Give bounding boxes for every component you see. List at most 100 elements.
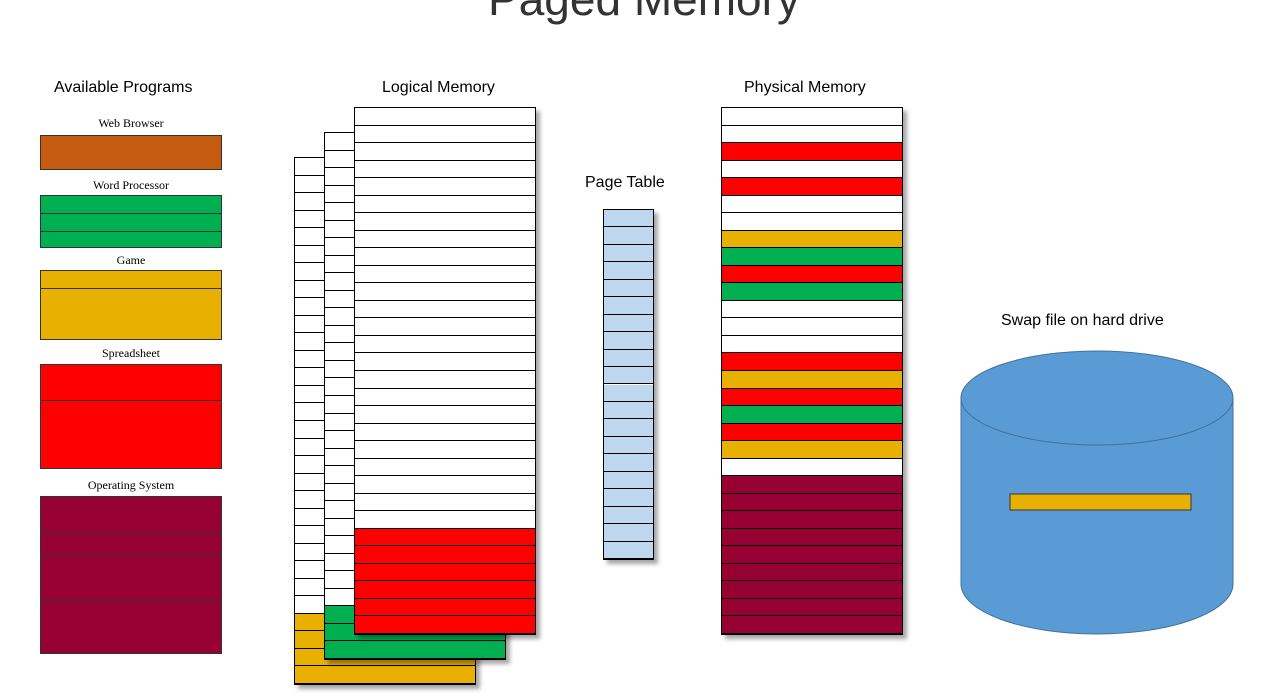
logical-page xyxy=(355,108,535,126)
page-table-entry xyxy=(604,210,653,228)
logical-page xyxy=(355,300,535,319)
logical-page xyxy=(355,406,535,424)
logical-page xyxy=(355,493,535,512)
page-table-entry xyxy=(604,314,653,333)
page-table-entry xyxy=(604,332,653,350)
physical-frame xyxy=(722,476,902,494)
program-page-divider xyxy=(41,213,221,214)
program-page-divider xyxy=(41,555,221,556)
physical-frame xyxy=(722,371,902,389)
logical-page xyxy=(355,178,535,196)
available-programs-heading: Available Programs xyxy=(54,79,193,96)
swap-file-heading: Swap file on hard drive xyxy=(1001,312,1164,329)
logical-page xyxy=(355,283,535,301)
logical-page xyxy=(355,160,535,179)
physical-frame xyxy=(722,125,902,144)
logical-memory-heading: Logical Memory xyxy=(382,79,495,96)
program-block-web-browser xyxy=(40,135,222,170)
program-block-word-processor xyxy=(40,195,222,248)
physical-frame xyxy=(722,230,902,249)
logical-page xyxy=(355,318,535,336)
logical-page xyxy=(355,581,535,599)
page-table-entry xyxy=(604,384,653,402)
program-page-divider xyxy=(41,231,221,232)
physical-frame xyxy=(722,493,902,512)
physical-frame xyxy=(722,406,902,424)
physical-frame xyxy=(722,318,902,336)
physical-frame xyxy=(722,213,902,231)
logical-page xyxy=(355,230,535,249)
logical-page xyxy=(355,195,535,214)
logical-page xyxy=(355,441,535,459)
logical-page xyxy=(355,616,535,634)
page-title: Paged Memory xyxy=(0,0,1288,26)
logical-page xyxy=(355,546,535,564)
logical-page xyxy=(355,563,535,582)
page-table-entry xyxy=(604,454,653,472)
program-page-divider xyxy=(41,532,221,533)
physical-frame xyxy=(722,423,902,442)
logical-page xyxy=(355,143,535,161)
logical-page xyxy=(355,335,535,354)
logical-page xyxy=(355,125,535,144)
program-label-game: Game xyxy=(116,253,146,267)
logical-page xyxy=(355,353,535,371)
physical-memory xyxy=(721,107,903,635)
physical-frame xyxy=(722,178,902,196)
page-table-entry xyxy=(604,349,653,368)
program-label-operating-system: Operating System xyxy=(87,478,175,492)
page-table-entry xyxy=(604,227,653,245)
physical-frame xyxy=(722,546,902,564)
swap-file-disk-icon xyxy=(960,350,1234,635)
physical-frame xyxy=(722,441,902,459)
logical-page xyxy=(355,213,535,231)
page-table-entry xyxy=(604,279,653,298)
physical-frame xyxy=(722,353,902,371)
program-label-web-browser: Web Browser xyxy=(98,116,164,130)
program-page-divider xyxy=(41,400,221,401)
physical-frame xyxy=(722,511,902,529)
page-table-heading: Page Table xyxy=(585,174,665,191)
program-label-word-processor: Word Processor xyxy=(92,178,170,192)
logical-page xyxy=(325,641,505,659)
logical-page xyxy=(355,598,535,617)
page-table-entry xyxy=(604,401,653,420)
page-table-entry xyxy=(604,506,653,525)
physical-frame xyxy=(722,195,902,214)
logical-page xyxy=(355,423,535,442)
logical-page xyxy=(295,666,475,684)
page-table-entry xyxy=(604,489,653,507)
physical-frame xyxy=(722,108,902,126)
logical-page xyxy=(355,511,535,529)
physical-frame xyxy=(722,616,902,634)
page-table-entry xyxy=(604,419,653,437)
swapped-page xyxy=(1009,493,1192,511)
program-label-spreadsheet: Spreadsheet xyxy=(102,346,160,360)
logical-page xyxy=(355,265,535,284)
page-table-entry xyxy=(604,297,653,315)
page-table-entry xyxy=(604,244,653,263)
program-block-operating-system xyxy=(40,496,222,654)
physical-frame xyxy=(722,598,902,617)
logical-page xyxy=(355,248,535,266)
physical-frame xyxy=(722,143,902,161)
page-table-entry xyxy=(604,436,653,455)
logical-memory-spreadsheet xyxy=(354,107,536,635)
logical-page xyxy=(355,476,535,494)
physical-frame xyxy=(722,300,902,319)
physical-frame xyxy=(722,160,902,179)
physical-frame xyxy=(722,388,902,407)
logical-page xyxy=(355,371,535,389)
logical-page xyxy=(355,528,535,547)
program-page-divider xyxy=(41,601,221,602)
page-table-entry xyxy=(604,524,653,542)
logical-page xyxy=(355,458,535,477)
page-table-entry xyxy=(604,541,653,559)
program-block-game xyxy=(40,270,222,340)
physical-memory-heading: Physical Memory xyxy=(744,79,866,96)
page-table-entry xyxy=(604,262,653,280)
physical-frame xyxy=(722,563,902,582)
page-table-entry xyxy=(604,471,653,490)
physical-frame xyxy=(722,335,902,354)
program-block-spreadsheet xyxy=(40,364,222,469)
